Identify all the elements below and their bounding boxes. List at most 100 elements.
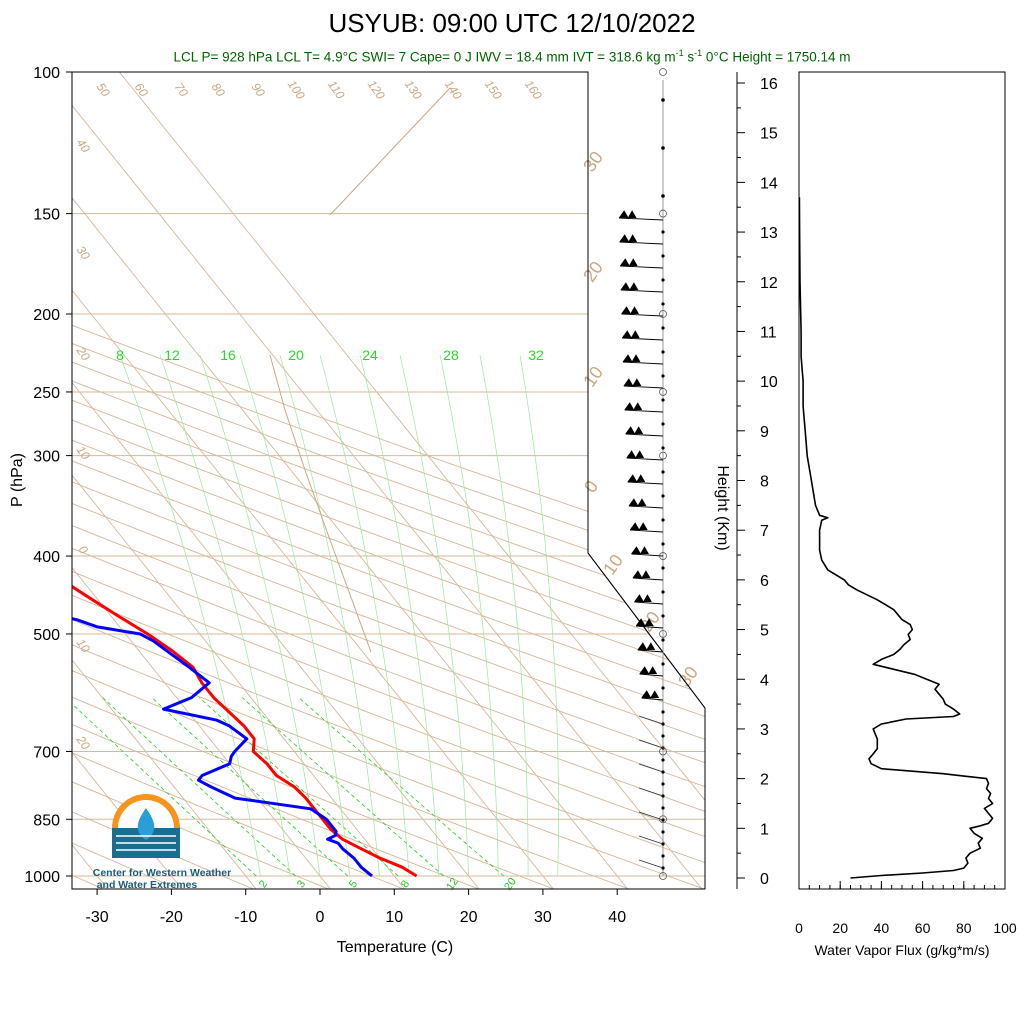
isotherm-label: 10 xyxy=(74,443,93,462)
y-tick-label: 100 xyxy=(33,65,60,82)
wind-dot xyxy=(661,350,665,354)
x-tick-label: -10 xyxy=(234,909,257,926)
dry-adiabat-line xyxy=(72,670,631,889)
wind-barb xyxy=(628,505,664,509)
isotherm-label: 40 xyxy=(74,136,93,155)
mixing-ratio-line xyxy=(242,697,444,877)
mixing-ratio-low-label: 8 xyxy=(399,878,412,890)
wind-barb-flag xyxy=(632,570,651,579)
moist-adiabat-line xyxy=(319,355,410,877)
wind-barb xyxy=(639,673,664,677)
parcel-trace xyxy=(269,354,372,653)
y-tick-label: 400 xyxy=(33,549,60,566)
frame-mask xyxy=(588,72,705,708)
logo-drop xyxy=(137,808,155,840)
wind-barb-flag xyxy=(623,378,642,387)
wind-barb-flag xyxy=(619,258,638,267)
wind-level-marker xyxy=(659,630,667,638)
wind-dot xyxy=(661,518,665,522)
wind-barb-flag xyxy=(631,546,649,555)
wind-dot xyxy=(661,806,665,810)
y-tick-label: 300 xyxy=(33,449,60,466)
wind-barb xyxy=(623,361,664,365)
isotherm-label: 80 xyxy=(209,80,228,99)
isotherm-label: 140 xyxy=(442,77,465,102)
y-tick-label: 1000 xyxy=(24,869,60,886)
wind-level-marker xyxy=(659,747,667,756)
wind-level-marker xyxy=(659,310,667,318)
moist-adiabat-line xyxy=(399,355,469,877)
wind-level-marker xyxy=(659,209,667,218)
wind-dot xyxy=(661,374,665,378)
wind-barb xyxy=(634,601,664,605)
wind-dot xyxy=(661,542,665,546)
mixing-ratio-label: 12 xyxy=(164,347,180,363)
wind-dot xyxy=(661,590,665,594)
dry-adiabat-line xyxy=(72,439,705,673)
stats-sup-2: -1 xyxy=(694,48,703,58)
parcel-upper-line xyxy=(329,87,451,216)
wind-dot xyxy=(661,710,665,714)
wind-dot xyxy=(661,566,665,570)
dry-adiabat-line xyxy=(72,644,705,889)
dry-adiabat-line xyxy=(72,419,705,652)
isotherm-label: 100 xyxy=(285,77,308,102)
x-tick-label: 40 xyxy=(608,909,626,926)
isotherm-line xyxy=(72,751,183,889)
mixing-ratio-line xyxy=(298,697,504,877)
wind-barb xyxy=(632,577,664,581)
wind-barb xyxy=(625,433,664,437)
wind-barb xyxy=(636,625,664,629)
logo-text-line-2: and Water Extremes xyxy=(97,879,198,891)
frame-edge xyxy=(587,72,706,709)
wind-dot xyxy=(661,470,665,474)
chart-title: USYUB: 09:00 UTC 12/10/2022 xyxy=(328,8,696,38)
y-tick-label: 150 xyxy=(33,207,60,224)
dry-adiabat-line xyxy=(72,525,705,764)
isotherm-line xyxy=(72,104,703,889)
dry-adiabat-line xyxy=(72,342,705,571)
mixing-ratio-line xyxy=(151,697,348,877)
x-axis-label: Temperature (C) xyxy=(337,939,453,956)
wind-barb xyxy=(638,763,664,773)
wind-dot xyxy=(661,302,665,306)
wind-barb-flag xyxy=(625,426,644,435)
wind-barb xyxy=(630,529,664,533)
isotherm-line xyxy=(72,197,629,889)
y-tick-label: 250 xyxy=(33,385,60,402)
wind-dot xyxy=(661,422,665,426)
wind-barb xyxy=(623,385,664,389)
dewpoint-trace xyxy=(72,617,373,878)
dry-adiabat-line xyxy=(72,460,705,695)
isotherm-label: 160 xyxy=(522,77,545,102)
wind-barb xyxy=(624,409,664,413)
dry-adiabat-line xyxy=(72,619,705,864)
wind-dot xyxy=(661,638,665,642)
wind-barb xyxy=(638,787,664,797)
x-tick-label: 20 xyxy=(460,909,478,926)
moist-adiabat-line xyxy=(279,355,380,877)
x-tick-label: 30 xyxy=(534,909,552,926)
mixing-ratio-label: 20 xyxy=(288,347,304,363)
wind-barb-flag xyxy=(619,234,638,243)
mixing-ratio-label: 24 xyxy=(362,347,378,363)
moist-adiabat-line xyxy=(239,355,351,877)
stats-sup-1: -1 xyxy=(675,48,684,58)
wind-dot xyxy=(661,398,665,402)
wind-dot xyxy=(661,98,665,102)
isotherm-line xyxy=(72,289,554,889)
dry-adiabat-line xyxy=(72,570,705,812)
wind-barb-flag xyxy=(624,402,643,411)
wind-level-marker xyxy=(659,552,667,560)
wind-dot xyxy=(661,146,665,150)
dry-adiabat-line xyxy=(72,399,705,631)
wind-barb xyxy=(621,313,664,317)
isotherm-line xyxy=(72,474,406,889)
wind-dot xyxy=(661,686,665,690)
dry-adiabat-line xyxy=(72,502,705,740)
mixing-ratio-label: 16 xyxy=(220,347,236,363)
y-tick-label: 700 xyxy=(33,744,60,761)
moist-adiabat-line xyxy=(519,355,559,877)
wind-barb xyxy=(627,481,664,485)
